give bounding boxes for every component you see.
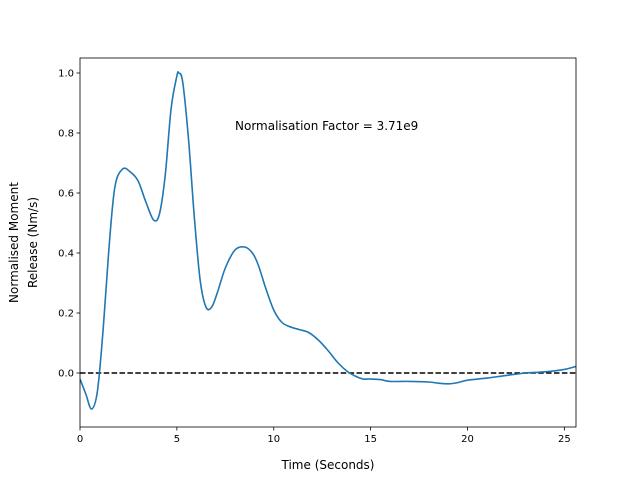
plot-area — [80, 71, 576, 410]
y-tick-label: 0.6 — [58, 189, 74, 200]
y-tick-label: 1.0 — [58, 69, 74, 80]
axes: 0 5 10 15 20 25 0.0 0.2 0.4 0.6 0.8 1.0 — [58, 57, 577, 445]
y-axis-label: Normalised Moment Release (Nm/s) — [7, 182, 40, 303]
y-tick-label: 0.2 — [58, 309, 74, 320]
x-tick-label: 25 — [558, 434, 571, 445]
x-tick-label: 20 — [461, 434, 474, 445]
axes-frame — [79, 57, 577, 428]
moment-release-line — [80, 71, 576, 410]
y-tick-label: 0.0 — [58, 369, 74, 380]
y-axis-label-line-1: Normalised Moment — [7, 182, 21, 303]
x-tick-label: 10 — [267, 434, 280, 445]
x-axis-label: Time (Seconds) — [281, 458, 375, 472]
y-axis-label-line-2: Release (Nm/s) — [26, 197, 40, 288]
normalisation-factor-annotation: Normalisation Factor = 3.71e9 — [235, 119, 418, 133]
x-tick-label: 0 — [77, 434, 83, 445]
x-tick-label: 5 — [174, 434, 180, 445]
x-tick-label: 15 — [364, 434, 377, 445]
y-tick-label: 0.8 — [58, 129, 74, 140]
y-tick-label: 0.4 — [58, 249, 74, 260]
